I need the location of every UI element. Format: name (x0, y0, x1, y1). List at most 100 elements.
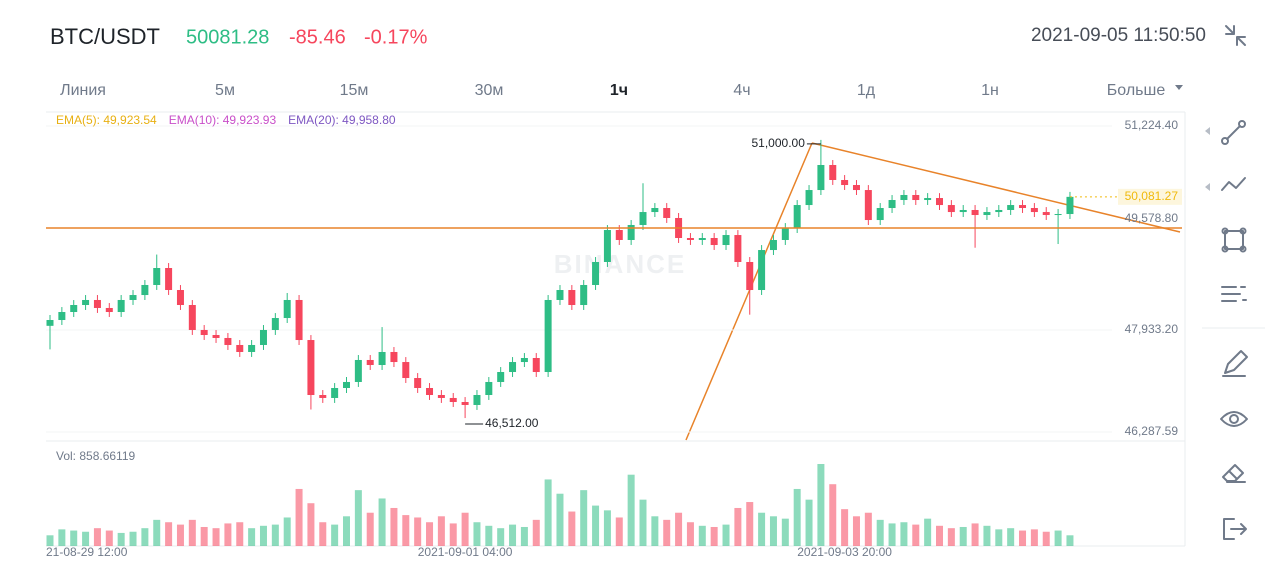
candle-body (900, 194, 908, 201)
volume-bar (46, 535, 54, 546)
volume-bar (936, 525, 943, 546)
candle-body (722, 235, 730, 246)
volume-label: Vol: 858.66119 (56, 449, 136, 463)
interval-tab[interactable]: Линия (60, 82, 106, 99)
symbol[interactable]: BTC/USDT (50, 24, 160, 49)
rectangle-tool[interactable] (1221, 227, 1247, 253)
visibility-tool[interactable] (1220, 411, 1248, 427)
volume-bar (129, 531, 137, 546)
watermark: BINANCE (554, 249, 686, 279)
current-price-label: 50,081.27 (1125, 189, 1179, 203)
indicator-label: EMA(5): 49,923.54 (56, 113, 157, 127)
interval-tab[interactable]: 1д (857, 82, 876, 99)
interval-tab[interactable]: 15м (340, 82, 369, 99)
text-tool[interactable] (1221, 286, 1247, 302)
candle-body (271, 318, 279, 330)
candle-body (829, 164, 837, 180)
volume-bar (224, 523, 232, 546)
candle-body (520, 358, 528, 363)
x-tick-label: 2021-09-01 04:00 (418, 545, 513, 559)
volume-bar (615, 517, 623, 546)
candle-body (46, 320, 54, 326)
candle-body (224, 337, 232, 345)
trend-line-tool[interactable] (1221, 120, 1246, 145)
candle-body (959, 209, 967, 213)
volume-bar (864, 512, 872, 546)
trend-line (811, 142, 1181, 233)
candle-body (93, 299, 101, 308)
volume-bar (663, 519, 671, 546)
trend-line (685, 142, 813, 441)
candle-body (544, 299, 552, 373)
volume-bar (390, 507, 398, 546)
candle-body (746, 261, 754, 291)
candle-body (639, 212, 647, 225)
more-arrow[interactable] (1175, 85, 1183, 90)
timestamp: 2021-09-05 11:50:50 (1031, 25, 1206, 46)
candle-body (864, 190, 872, 221)
candle-body (1007, 205, 1015, 210)
candle-body (200, 329, 208, 336)
candle-body (793, 205, 801, 229)
candle-body (129, 295, 137, 300)
candle-body (734, 235, 742, 262)
candle-body (259, 329, 267, 345)
candle-body (165, 268, 173, 291)
volume-bar (1066, 535, 1074, 546)
volume-bar (580, 490, 588, 546)
volume-bar (995, 529, 1003, 546)
volume-bar (105, 530, 113, 546)
candle-body (912, 194, 920, 201)
interval-tab[interactable]: 1ч (610, 82, 628, 99)
volume-bar (449, 523, 457, 546)
x-tick-label: 21-08-29 12:00 (46, 545, 128, 559)
candle-body (248, 344, 256, 352)
candle-body (852, 185, 860, 191)
candle-body (82, 299, 90, 306)
candle-body (1042, 212, 1050, 216)
volume-bar (793, 488, 801, 546)
candle-body (983, 212, 991, 216)
candle-body (378, 351, 386, 366)
collapse-button[interactable] (1225, 25, 1246, 46)
candle-body (1054, 214, 1062, 216)
volume-bar (959, 526, 967, 546)
toolbar-arrow (1205, 127, 1210, 135)
indicator-label: EMA(20): 49,958.80 (288, 113, 396, 127)
interval-tab[interactable]: 5м (215, 82, 235, 99)
price-label-box (1118, 188, 1182, 205)
candle-body (580, 284, 588, 306)
volume-bar (758, 512, 766, 546)
volume-bar (1042, 531, 1050, 546)
candle-body (769, 239, 777, 251)
candle-body (1019, 205, 1027, 209)
candle-body (437, 395, 445, 398)
volume-bar (437, 516, 445, 546)
candle-body (319, 395, 327, 398)
volume-bar (165, 522, 173, 546)
edit-tool[interactable] (1222, 350, 1248, 377)
exit-tool[interactable] (1223, 518, 1247, 540)
interval-tab[interactable]: Больше (1107, 82, 1166, 99)
candle-body (971, 209, 979, 216)
volume-bar (698, 525, 706, 546)
volume-bar (153, 519, 161, 546)
candle-body (295, 299, 303, 341)
interval-tab[interactable]: 1н (981, 82, 999, 99)
interval-tab[interactable]: 30м (475, 82, 504, 99)
interval-tabs: Линия 5м 15м 30м 1ч 4ч 1д 1н Больше (60, 82, 1165, 99)
volume-bar (734, 507, 742, 546)
candle-body (283, 299, 291, 319)
volume-bar (805, 499, 813, 546)
fib-tool[interactable] (1221, 177, 1246, 191)
volume-bar (841, 509, 849, 546)
candle-body (70, 305, 78, 313)
volume-bar (781, 518, 789, 546)
interval-tab[interactable]: 4ч (733, 82, 750, 99)
drawing-toolbar (1202, 120, 1265, 540)
volume-bar (710, 526, 718, 546)
candle-body (924, 198, 932, 201)
candle-body (331, 387, 339, 398)
erase-tool[interactable] (1222, 464, 1246, 483)
candle-body (343, 381, 350, 388)
